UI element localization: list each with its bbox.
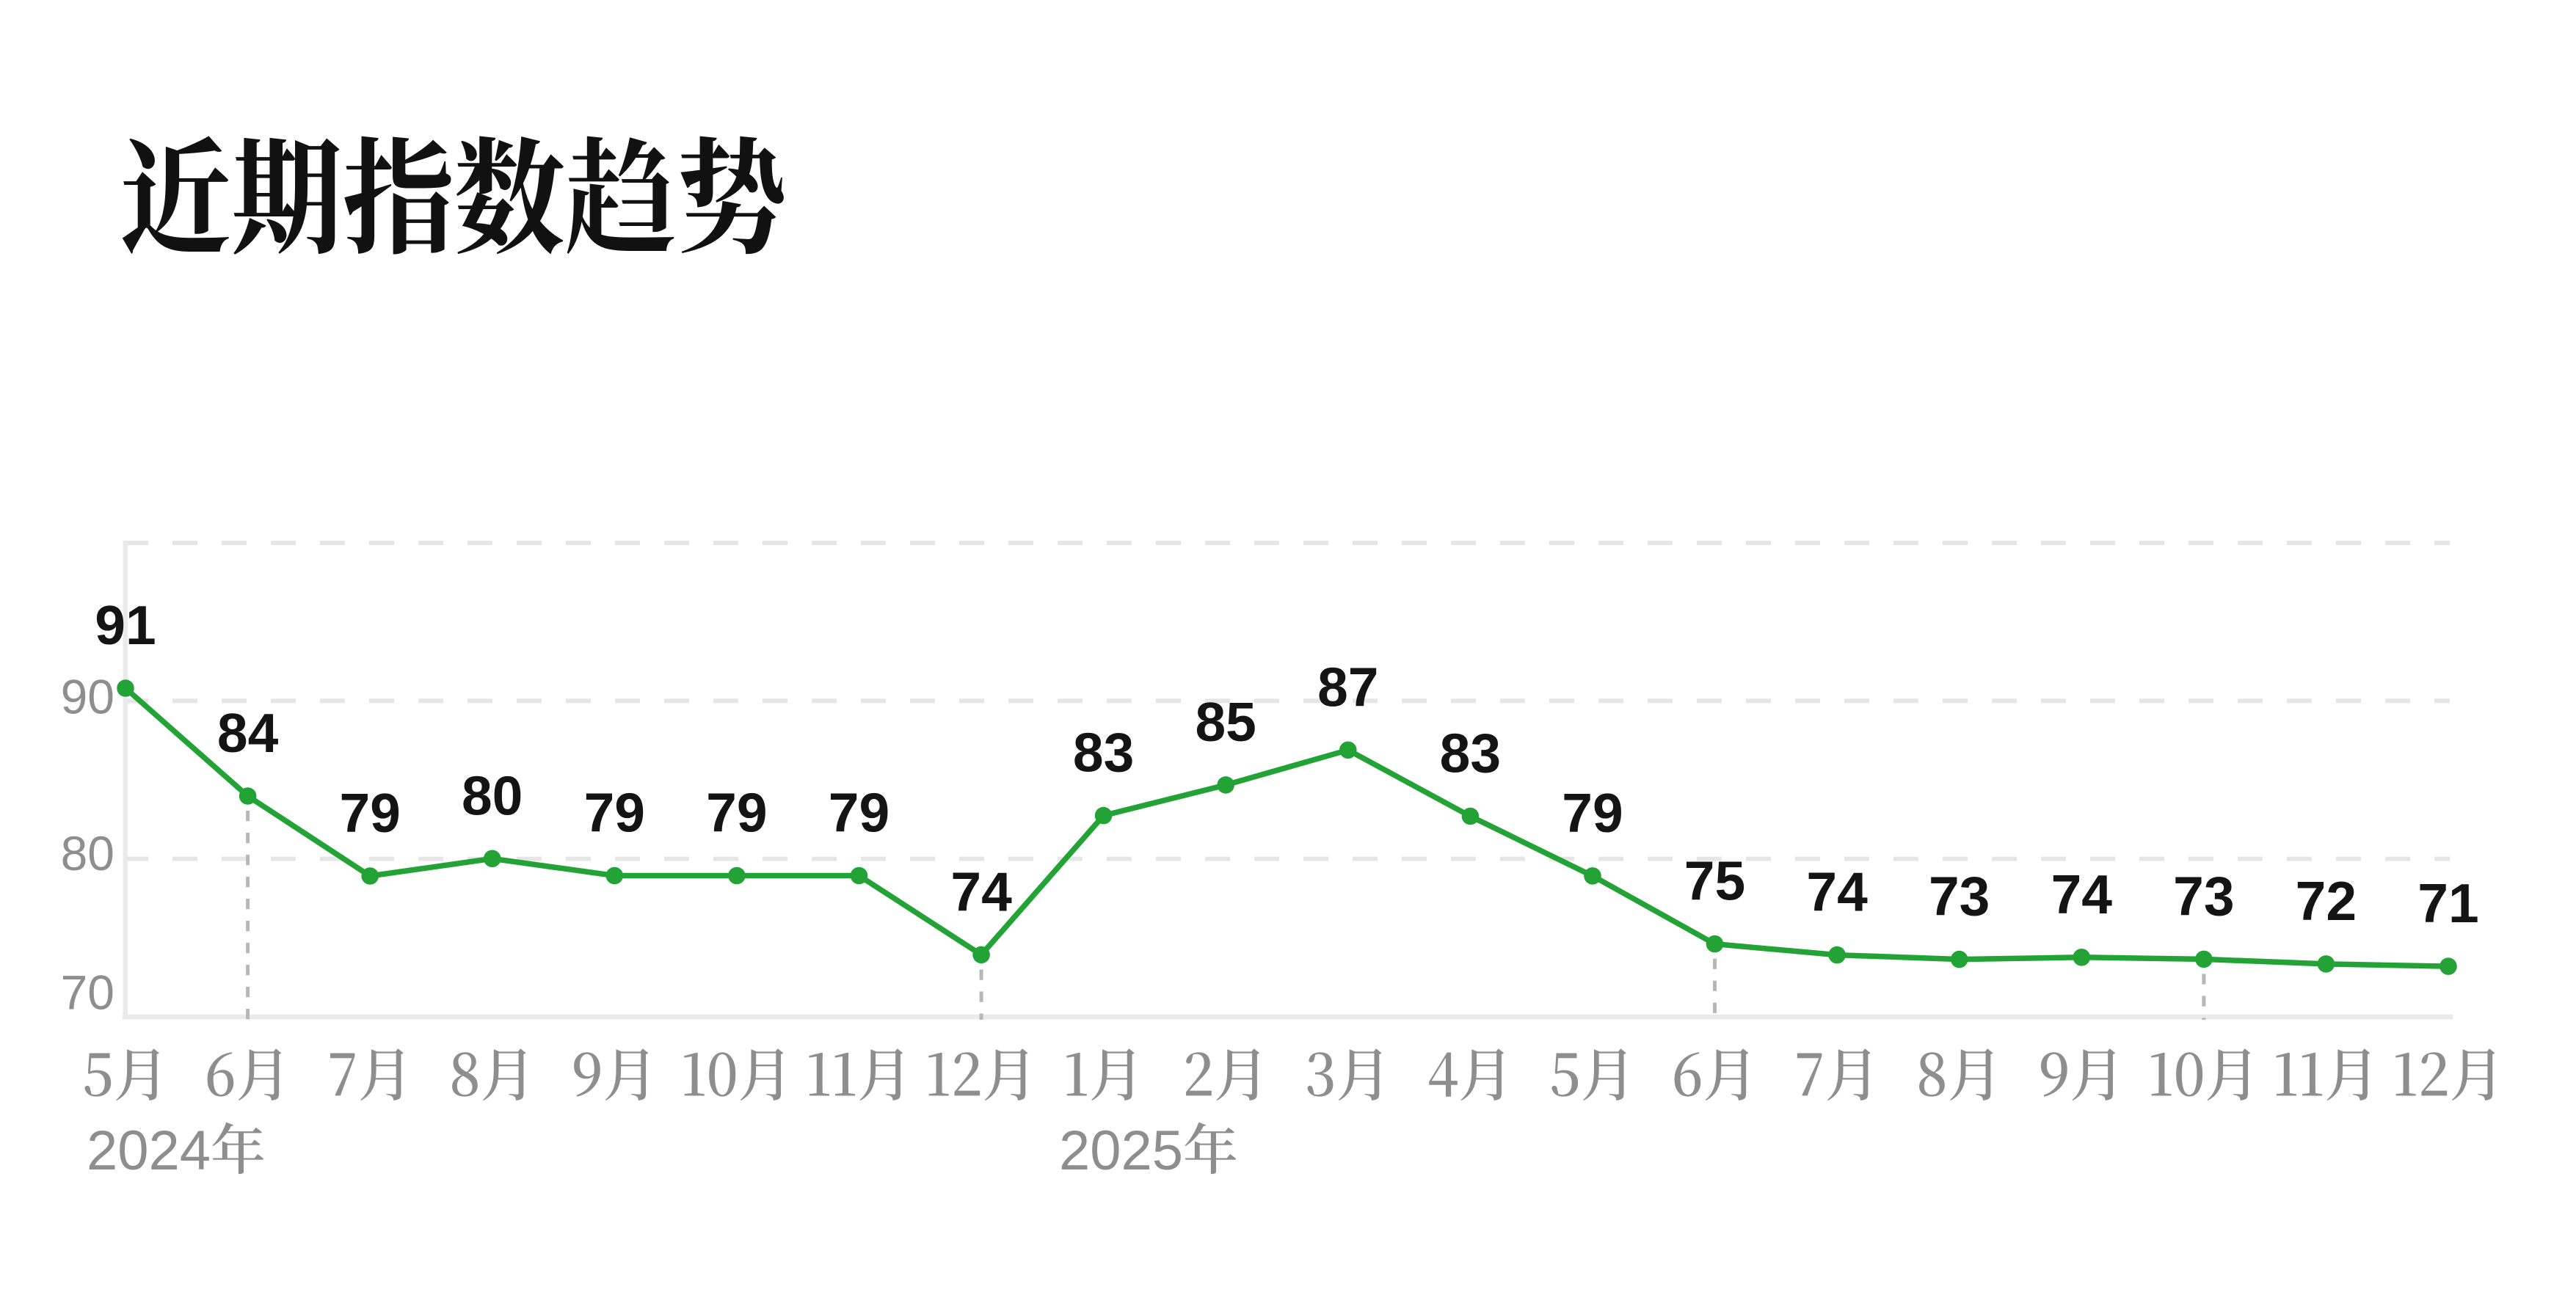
svg-text:80: 80	[61, 826, 114, 880]
svg-text:74: 74	[950, 861, 1012, 922]
svg-text:79: 79	[829, 782, 889, 844]
svg-text:71: 71	[2417, 872, 2478, 934]
svg-text:90: 90	[61, 670, 114, 724]
svg-text:75: 75	[1684, 850, 1745, 912]
svg-text:83: 83	[1073, 722, 1134, 784]
svg-text:79: 79	[339, 782, 400, 844]
svg-text:84: 84	[217, 702, 279, 764]
svg-text:79: 79	[1562, 782, 1623, 844]
svg-text:73: 73	[1929, 866, 1990, 927]
svg-text:87: 87	[1317, 656, 1378, 718]
svg-text:79: 79	[706, 782, 767, 844]
svg-text:2025: 2025	[1059, 1120, 1183, 1182]
svg-text:83: 83	[1440, 723, 1501, 784]
svg-text:74: 74	[1806, 861, 1868, 923]
svg-text:74: 74	[2051, 864, 2113, 925]
svg-text:72: 72	[2296, 870, 2357, 932]
svg-text:73: 73	[2173, 865, 2234, 927]
svg-text:2024: 2024	[87, 1120, 211, 1182]
svg-text:85: 85	[1195, 691, 1256, 753]
svg-text:80: 80	[462, 764, 523, 826]
svg-text:91: 91	[95, 594, 156, 656]
svg-text:70: 70	[61, 966, 114, 1020]
svg-text:79: 79	[584, 782, 645, 844]
